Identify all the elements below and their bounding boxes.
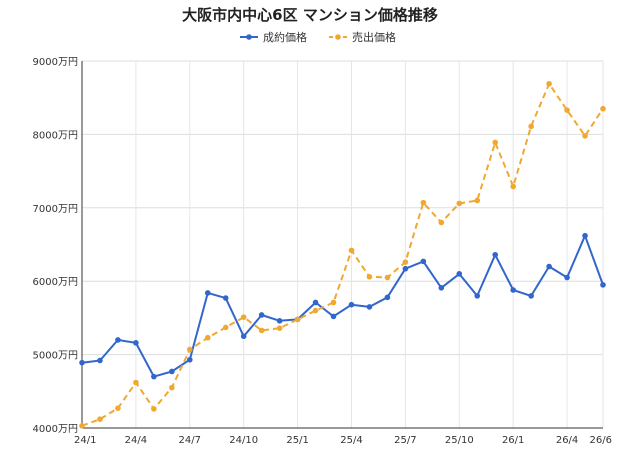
x-tick-label: 25/10	[445, 435, 474, 446]
data-point	[115, 405, 121, 411]
data-point	[384, 294, 391, 301]
data-point	[169, 384, 175, 391]
data-point	[151, 406, 157, 412]
x-tick-label: 24/1	[74, 435, 96, 446]
data-point	[510, 183, 516, 190]
data-point	[133, 340, 139, 346]
data-point	[456, 271, 463, 277]
legend-swatch-dot	[246, 34, 252, 40]
data-point	[492, 139, 499, 146]
data-point	[312, 299, 319, 306]
legend-item: 成約価格	[240, 30, 307, 44]
data-point	[456, 200, 463, 207]
data-point	[546, 263, 552, 270]
data-point	[348, 301, 355, 308]
data-point	[186, 346, 193, 353]
legend-item: 売出価格	[329, 30, 396, 44]
data-point	[222, 295, 229, 301]
legend-label: 売出価格	[352, 30, 396, 44]
data-point	[222, 324, 229, 331]
chart-title: 大阪市内中心6区 マンション価格推移	[182, 6, 438, 24]
data-point	[438, 219, 445, 226]
data-point	[402, 265, 409, 272]
data-point	[79, 422, 85, 429]
data-point	[474, 293, 481, 299]
data-point	[420, 199, 427, 206]
y-tick-label: 9000万円	[33, 57, 78, 68]
legend-swatch-dot	[335, 34, 341, 40]
data-point	[438, 285, 445, 291]
data-point	[546, 80, 552, 87]
x-tick-label: 24/10	[229, 435, 258, 446]
series-line	[81, 82, 604, 427]
y-tick-label: 8000万円	[33, 130, 78, 141]
data-point	[402, 259, 409, 265]
data-point	[79, 359, 85, 366]
data-point	[204, 334, 211, 341]
data-point	[600, 105, 606, 112]
data-point	[564, 274, 570, 281]
data-point	[97, 416, 103, 422]
data-point	[276, 318, 283, 324]
data-point	[240, 333, 247, 340]
x-tick-label: 26/4	[556, 435, 578, 446]
series-listing-price	[79, 80, 606, 429]
legend: 成約価格 売出価格	[240, 30, 396, 44]
data-point	[582, 232, 588, 239]
x-tick-label: 25/7	[394, 435, 416, 446]
y-tick-label: 5000万円	[33, 351, 78, 362]
x-tick-label: 25/4	[340, 435, 362, 446]
data-point	[492, 251, 499, 258]
data-point	[564, 107, 570, 113]
axes: 4000万円 5000万円 6000万円 7000万円 8000万円 9000万円 24/1…	[33, 57, 612, 446]
data-point	[97, 357, 103, 364]
x-tick-label: 24/7	[179, 435, 201, 446]
legend-label: 成約価格	[263, 30, 307, 44]
data-point	[330, 299, 337, 306]
x-tick-label: 26/1	[502, 435, 524, 446]
data-point	[133, 379, 139, 386]
data-point	[294, 316, 301, 323]
data-point	[330, 313, 337, 320]
data-point	[276, 325, 283, 331]
data-point	[384, 274, 391, 281]
grid	[82, 60, 604, 428]
y-tick-label: 6000万円	[33, 277, 78, 288]
x-tick-label: 24/4	[125, 435, 147, 446]
data-point	[169, 368, 175, 375]
data-point	[258, 312, 265, 318]
data-point	[528, 293, 534, 299]
data-point	[348, 247, 355, 254]
data-point	[600, 282, 606, 288]
series-line	[81, 234, 604, 378]
x-tick-label: 25/1	[286, 435, 308, 446]
data-point	[510, 287, 516, 293]
y-tick-label: 4000万円	[33, 424, 78, 435]
data-point	[528, 123, 534, 130]
data-point	[258, 327, 265, 334]
data-point	[186, 356, 193, 363]
series-layer	[79, 80, 606, 429]
data-point	[151, 373, 157, 380]
data-point	[366, 304, 373, 310]
data-point	[204, 290, 211, 296]
data-point	[240, 314, 247, 320]
series-closing-price	[79, 232, 606, 380]
data-point	[474, 197, 481, 204]
data-point	[420, 258, 427, 265]
data-point	[582, 133, 588, 139]
data-point	[115, 337, 121, 343]
y-tick-label: 7000万円	[33, 204, 78, 215]
x-tick-label: 26/6	[590, 435, 612, 446]
data-point	[366, 273, 373, 280]
data-point	[312, 307, 319, 314]
